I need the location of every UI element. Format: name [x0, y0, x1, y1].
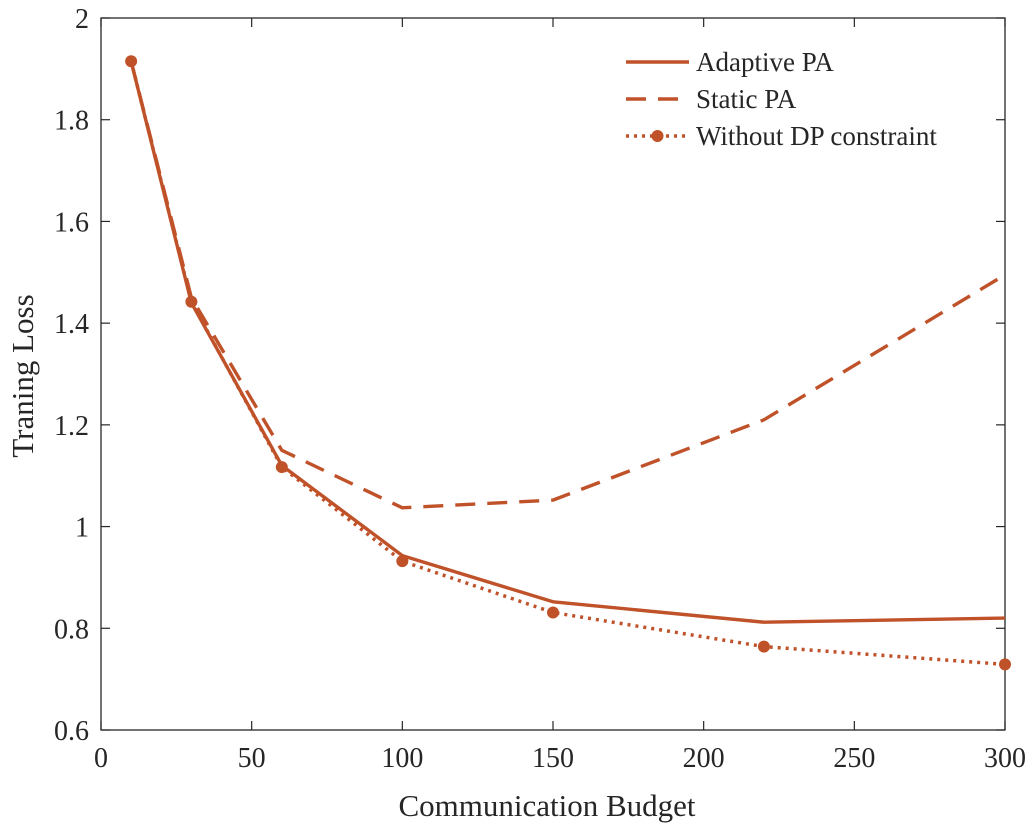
y-tick-label: 1.6 [54, 207, 89, 238]
x-tick-label: 300 [984, 743, 1026, 774]
x-axis-label: Communication Budget [398, 788, 695, 823]
x-tick-label: 250 [833, 743, 875, 774]
series-point [999, 658, 1011, 671]
x-tick-label: 50 [238, 743, 266, 774]
series-line-3 [129, 60, 1006, 667]
y-tick-label: 0.8 [54, 614, 89, 645]
x-tick-label: 200 [683, 743, 725, 774]
legend: Adaptive PA Static PA Without DP constrain… [626, 47, 937, 151]
y-tick-label: 1.2 [54, 411, 89, 442]
legend-label: Static PA [696, 84, 797, 114]
x-tick-label: 100 [381, 743, 423, 774]
y-tick-label: 0.6 [54, 716, 89, 747]
x-tick-label: 150 [532, 743, 574, 774]
y-tick-label: 2 [75, 4, 89, 35]
y-tick-label: 1 [75, 513, 89, 544]
series-point [396, 555, 409, 568]
y-axis-label: Traning Loss [5, 294, 40, 457]
y-axis: 0.6 0.8 1 1.2 1.4 1.6 1.8 2 [54, 4, 1005, 747]
series-point [757, 640, 770, 653]
series-point [125, 55, 138, 68]
y-tick-label: 1.8 [54, 106, 89, 137]
series-point [275, 461, 288, 474]
legend-marker [651, 130, 664, 142]
series-point [547, 606, 559, 619]
y-tick-label: 1.4 [54, 309, 89, 340]
x-axis: 0 50 100 150 200 250 300 [94, 18, 1026, 774]
series-point [185, 295, 198, 308]
legend-label: Adaptive PA [696, 47, 834, 77]
legend-label: Without DP constraint [696, 121, 937, 151]
series-layer [125, 55, 1011, 671]
x-tick-label: 0 [94, 743, 108, 774]
series-line-2 [129, 60, 1006, 510]
